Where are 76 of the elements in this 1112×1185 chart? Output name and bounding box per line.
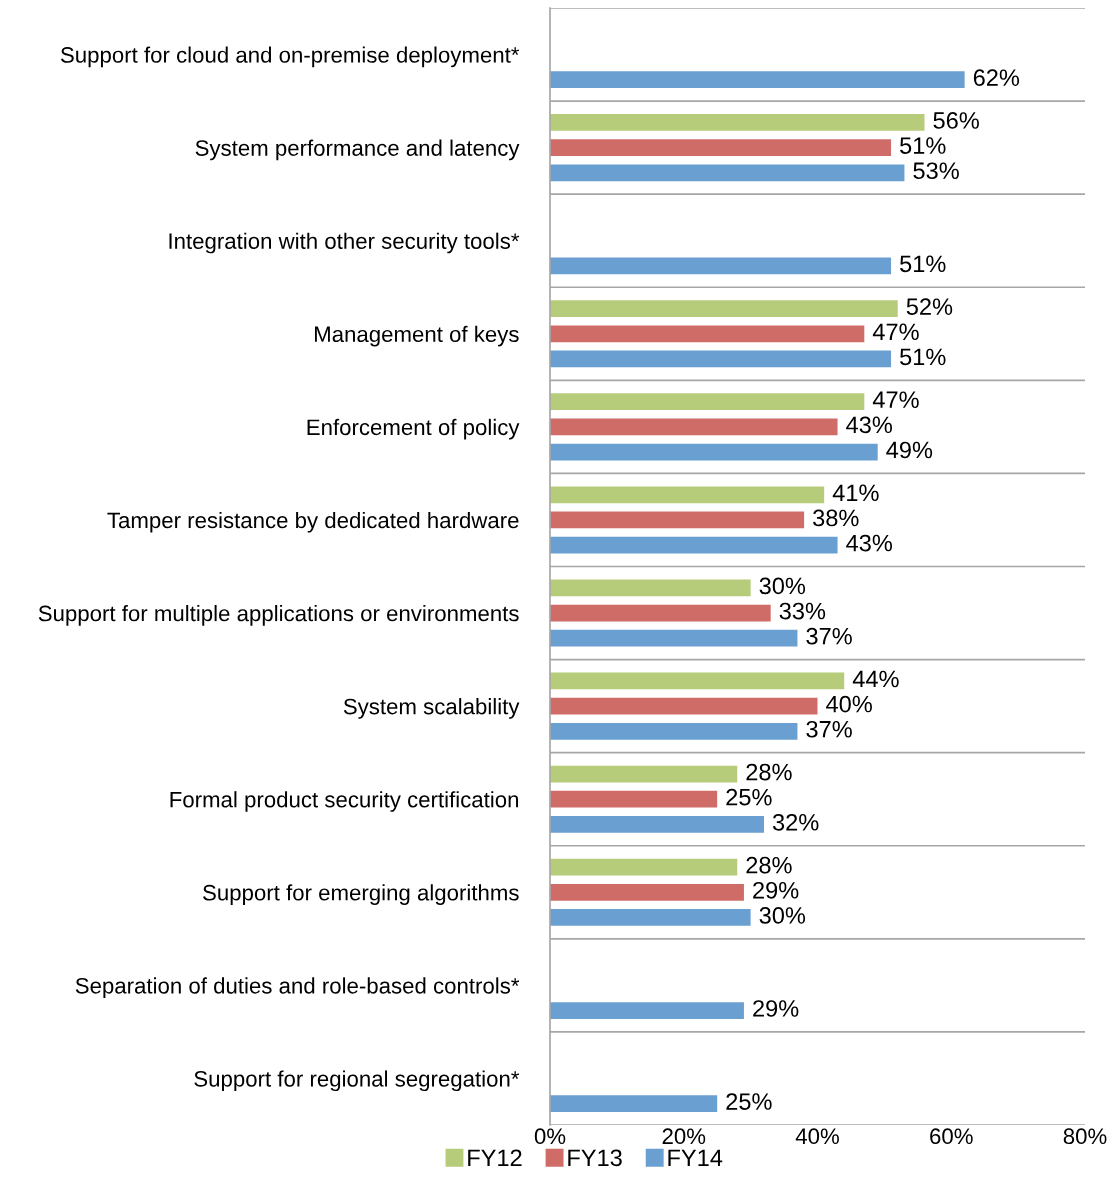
legend-label: FY13	[568, 1149, 622, 1167]
data-label: 43%	[846, 416, 892, 434]
legend-label: FY12	[468, 1149, 522, 1166]
x-tick-label: 0%	[534, 1128, 566, 1145]
data-label: 51%	[900, 348, 946, 366]
y-tick-label: Separation of duties and role-based controls*	[75, 977, 520, 999]
data-label: 25%	[726, 1093, 772, 1110]
data-label: 30%	[759, 577, 806, 595]
y-tick-label: Support for multiple applications or environments	[38, 604, 519, 626]
data-label: 37%	[806, 720, 852, 738]
y-tick-label: System performance and latency	[195, 139, 520, 161]
data-label: 30%	[759, 907, 806, 924]
data-label: 43%	[846, 534, 892, 552]
bar	[550, 815, 764, 833]
bar	[550, 164, 905, 182]
bar	[550, 393, 865, 411]
y-tick-label: Tamper resistance by dedicated hardware	[107, 511, 519, 533]
data-label: 62%	[973, 69, 1020, 87]
bar	[550, 300, 898, 318]
data-label: 29%	[753, 881, 799, 899]
data-label: 47%	[872, 323, 919, 341]
bar	[550, 697, 818, 715]
y-tick-label: Management of keys	[315, 325, 519, 347]
data-label: 28%	[746, 856, 792, 874]
y-tick-label: Enforcement of policy	[307, 418, 520, 440]
bar	[550, 114, 925, 131]
bar	[550, 1095, 718, 1112]
bar	[550, 629, 798, 647]
bar	[550, 325, 865, 343]
bar	[550, 443, 878, 461]
bar	[550, 790, 718, 808]
data-label: 38%	[813, 509, 859, 527]
data-label: 29%	[753, 1000, 799, 1017]
bar	[550, 765, 738, 783]
bar	[550, 486, 825, 504]
bar	[550, 418, 838, 436]
bar	[550, 536, 838, 554]
data-label: 28%	[746, 763, 792, 781]
data-label: 37%	[806, 627, 852, 645]
bar	[550, 858, 738, 876]
y-tick-label: Support for emerging algorithms	[203, 884, 519, 905]
data-label: 33%	[779, 602, 826, 620]
data-label: 47%	[872, 391, 919, 408]
x-tick-label: 80%	[1063, 1128, 1107, 1145]
bar	[550, 722, 798, 740]
bar	[550, 71, 965, 89]
data-label: 41%	[832, 484, 879, 502]
bar	[550, 257, 892, 275]
y-tick-label: Support for cloud and on-premise deployment*	[60, 46, 520, 68]
bar	[550, 1002, 744, 1019]
data-label: 56%	[933, 112, 979, 129]
data-label: 49%	[886, 441, 933, 459]
data-label: 51%	[900, 255, 946, 273]
x-tick-label: 40%	[795, 1128, 839, 1145]
data-label: 44%	[852, 670, 899, 688]
data-label: 51%	[900, 137, 946, 154]
data-label: 25%	[726, 788, 772, 806]
x-tick-label: 20%	[662, 1128, 706, 1145]
y-tick-label: Formal product security certification	[170, 791, 519, 812]
data-label: 32%	[772, 813, 819, 831]
bar	[550, 511, 805, 529]
y-tick-label: Integration with other security tools*	[169, 232, 520, 254]
bar	[550, 350, 892, 368]
data-label: 53%	[913, 162, 959, 180]
bar	[550, 139, 892, 156]
data-label: 40%	[826, 695, 872, 713]
y-tick-label: System scalability	[343, 698, 520, 719]
bar	[550, 883, 744, 901]
legend-label: FY14	[668, 1149, 723, 1166]
bar	[550, 604, 771, 622]
y-tick-label: Support for regional segregation*	[194, 1070, 520, 1092]
x-tick-label: 60%	[930, 1128, 973, 1145]
bar	[550, 672, 845, 690]
bar	[550, 909, 751, 926]
data-label: 52%	[906, 298, 953, 315]
bar	[550, 579, 751, 597]
